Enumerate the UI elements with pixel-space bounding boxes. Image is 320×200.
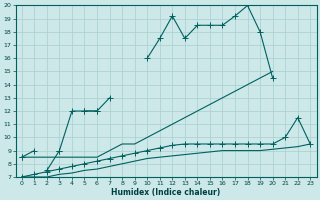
X-axis label: Humidex (Indice chaleur): Humidex (Indice chaleur) <box>111 188 221 197</box>
